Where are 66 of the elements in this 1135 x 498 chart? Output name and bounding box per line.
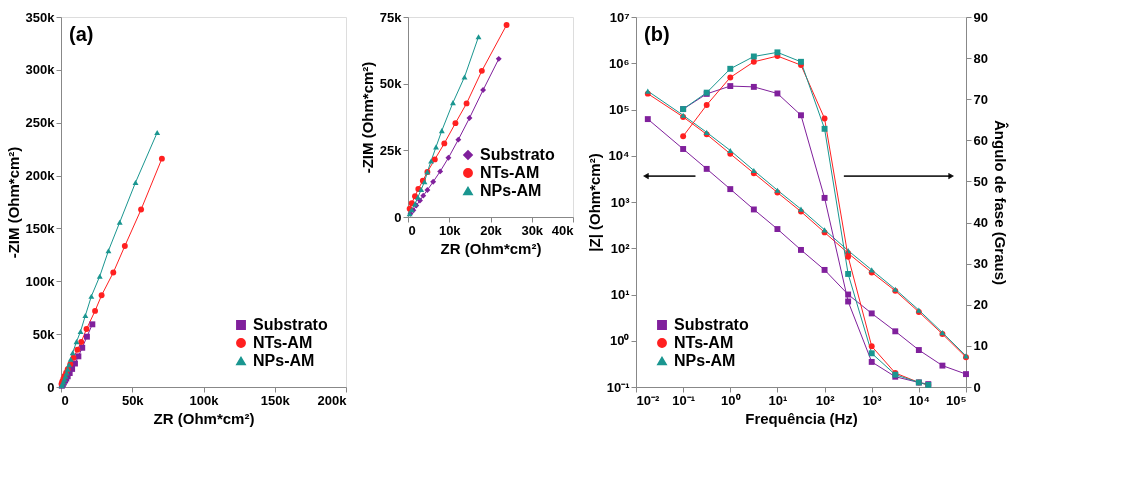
x-tick-label: 40k: [551, 222, 575, 238]
y-tick-label: 100k: [25, 273, 56, 289]
y-tick-label: 75k: [379, 9, 403, 25]
y-tick-label: 200k: [25, 168, 56, 184]
x-tick-label: 10²: [815, 392, 836, 408]
x-axis-title: ZR (Ohm*cm²): [153, 409, 255, 427]
y-axis-title: |Z| (Ohm*cm²): [585, 153, 603, 252]
x-tick-label: 10⁵: [945, 392, 967, 408]
y-tick-label: 300k: [25, 62, 56, 78]
x-tick-label: 150k: [260, 392, 291, 408]
y2-tick-label: 80: [973, 50, 988, 66]
y-tick-label: 10⁴: [608, 148, 630, 164]
x-tick-label: 10¹: [768, 392, 788, 408]
y-tick-label: 10⁵: [608, 102, 630, 117]
y2-tick-label: 60: [973, 132, 988, 148]
y-tick-label: 50k: [32, 326, 56, 342]
x-tick-label: 100k: [189, 392, 220, 408]
legend-label: NPs-AM: [480, 182, 542, 199]
x-tick-label: 50k: [121, 392, 145, 408]
y-tick-label: 350k: [25, 9, 56, 25]
y-axis-title: -ZIM (Ohm*cm²): [4, 146, 22, 259]
x-tick-label: 10⁰: [721, 392, 741, 408]
x-tick-label: 0: [408, 222, 416, 238]
y2-tick-label: 30: [973, 256, 988, 272]
y-tick-label: 10³: [610, 194, 631, 210]
legend-label: NPs-AM: [674, 352, 736, 369]
y-tick-label: 10⁰: [610, 333, 630, 349]
x-axis-title: Frequência (Hz): [745, 409, 858, 427]
y2-tick-label: 90: [973, 9, 988, 25]
y2-tick-label: 10: [973, 338, 988, 354]
chart-title: (b): [644, 23, 670, 45]
y2-axis-title: Ângulo de fase (Graus): [991, 119, 1009, 286]
legend-label: NTs-AM: [674, 334, 734, 351]
legend-label: NTs-AM: [253, 334, 313, 351]
x-tick-label: 10⁻²: [636, 392, 660, 408]
x-tick-label: 200k: [317, 392, 348, 408]
x-tick-label: 30k: [521, 222, 544, 238]
y2-tick-label: 40: [973, 215, 988, 231]
x-tick-label: 10k: [438, 222, 462, 238]
x-tick-label: 20k: [480, 222, 503, 238]
y-tick-label: 50k: [379, 76, 403, 92]
x-axis-title: ZR (Ohm*cm²): [440, 239, 542, 257]
chart-title: (a): [69, 23, 94, 45]
y-tick-label: 10⁷: [609, 9, 630, 25]
y-tick-label: 10⁻¹: [606, 379, 630, 395]
y-tick-label: 10¹: [610, 287, 630, 302]
y-tick-label: 25k: [379, 142, 403, 158]
x-tick-label: 10⁴: [908, 392, 930, 408]
y-tick-label: 10⁶: [609, 55, 630, 71]
y-axis-title: -ZIM (Ohm*cm²): [358, 61, 376, 174]
y-tick-label: 0: [394, 209, 402, 225]
legend-label: Substrato: [253, 316, 328, 333]
y2-tick-label: 70: [973, 91, 988, 107]
y2-tick-label: 50: [973, 173, 988, 189]
x-tick-label: 10³: [862, 392, 883, 408]
y-tick-label: 10²: [610, 240, 631, 256]
x-tick-label: 0: [61, 392, 69, 408]
y-tick-label: 250k: [25, 115, 56, 131]
y2-tick-label: 0: [973, 379, 981, 395]
y-tick-label: 0: [47, 379, 55, 395]
legend-label: NPs-AM: [253, 352, 315, 369]
legend-label: Substrato: [480, 146, 555, 163]
y2-tick-label: 20: [973, 297, 988, 313]
legend-label: NTs-AM: [480, 164, 540, 181]
x-tick-label: 10⁻¹: [672, 392, 696, 408]
legend-label: Substrato: [674, 316, 749, 333]
